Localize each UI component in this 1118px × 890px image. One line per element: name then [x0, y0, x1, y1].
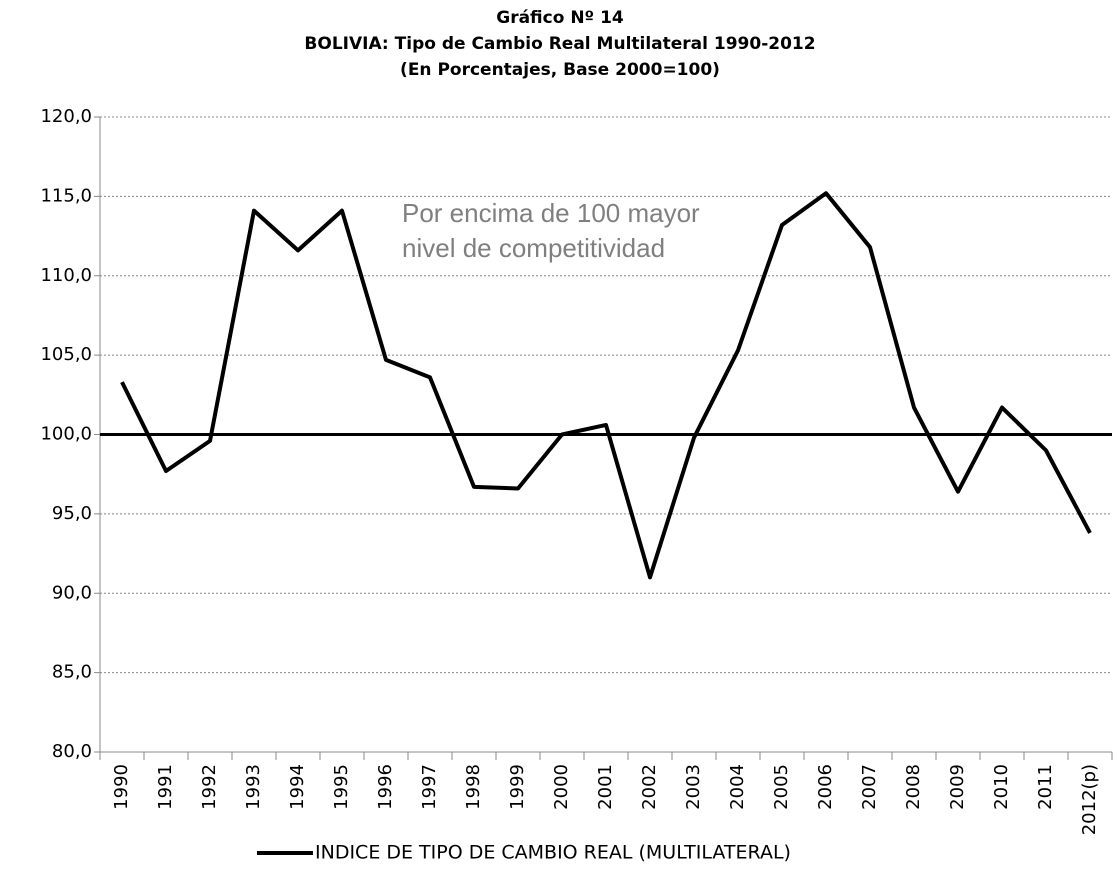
x-tick-label: 2011 [1035, 764, 1056, 810]
x-tick-label: 2001 [595, 764, 616, 810]
y-tick-label: 110,0 [40, 265, 92, 286]
x-tick-label: 1994 [287, 764, 308, 810]
x-tick-label: 2009 [947, 764, 968, 810]
y-tick-label: 105,0 [40, 344, 92, 365]
chart-title: BOLIVIA: Tipo de Cambio Real Multilatera… [304, 34, 815, 54]
chart-title: Gráfico Nº 14 [496, 8, 624, 28]
annotation: nivel de competitividad [402, 233, 665, 263]
y-tick-label: 90,0 [52, 582, 92, 603]
x-tick-label: 1993 [243, 764, 264, 810]
x-tick-label: 2005 [771, 764, 792, 810]
x-tick-label: 2002 [639, 764, 660, 810]
y-tick-label: 115,0 [40, 185, 92, 206]
annotation: Por encima de 100 mayor [402, 198, 700, 228]
x-tick-label: 1991 [155, 764, 176, 810]
x-tick-label: 2000 [551, 764, 572, 810]
x-tick-label: 2012(p) [1079, 764, 1100, 835]
x-tick-label: 2008 [903, 764, 924, 810]
y-tick-label: 100,0 [40, 424, 92, 445]
x-tick-label: 1999 [507, 764, 528, 810]
x-tick-label: 1995 [331, 764, 352, 810]
x-tick-label: 1992 [199, 764, 220, 810]
y-tick-label: 120,0 [40, 106, 92, 127]
x-tick-label: 1990 [111, 764, 132, 810]
x-tick-label: 1996 [375, 764, 396, 810]
x-tick-label: 2007 [859, 764, 880, 810]
y-tick-label: 85,0 [52, 662, 92, 683]
y-tick-label: 80,0 [52, 741, 92, 762]
y-tick-label: 95,0 [52, 503, 92, 524]
x-tick-label: 1998 [463, 764, 484, 810]
x-tick-label: 1997 [419, 764, 440, 810]
chart-title: (En Porcentajes, Base 2000=100) [400, 60, 720, 80]
x-tick-label: 2006 [815, 764, 836, 810]
x-tick-label: 2004 [727, 764, 748, 810]
x-tick-label: 2010 [991, 764, 1012, 810]
legend-label: INDICE DE TIPO DE CAMBIO REAL (MULTILATE… [315, 842, 791, 864]
x-tick-label: 2003 [683, 764, 704, 810]
data-line [120, 191, 1092, 580]
